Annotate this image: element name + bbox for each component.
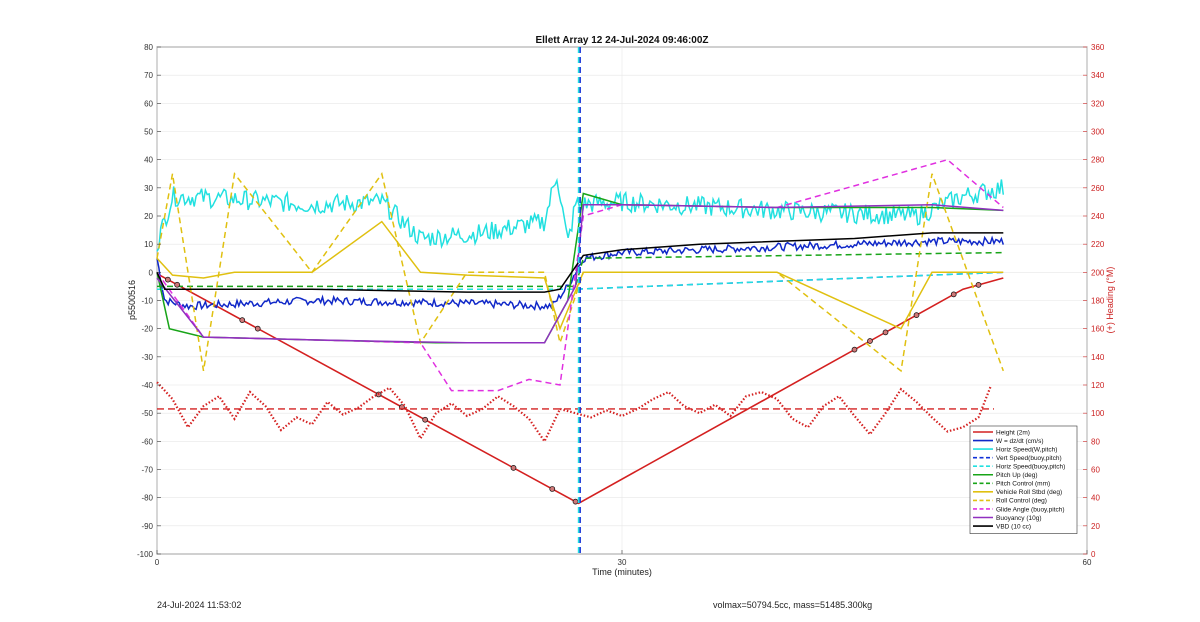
legend-item: Vehicle Roll Stbd (deg) bbox=[996, 489, 1062, 496]
legend-item: Vert Speed(buoy,pitch) bbox=[996, 455, 1062, 462]
y-tick-label: -60 bbox=[141, 437, 153, 446]
y-tick-label: 50 bbox=[144, 128, 153, 137]
height-marker bbox=[572, 498, 579, 505]
y-right-tick-label: 80 bbox=[1091, 437, 1100, 446]
y-tick-label: -20 bbox=[141, 325, 153, 334]
y-right-tick-label: 180 bbox=[1091, 297, 1105, 306]
y-tick-label: -40 bbox=[141, 381, 153, 390]
height-marker bbox=[165, 276, 171, 283]
series-line-4 bbox=[157, 271, 1004, 290]
height-marker bbox=[950, 291, 957, 298]
legend-item: Roll Control (deg) bbox=[996, 498, 1047, 505]
height-marker bbox=[254, 325, 261, 332]
y-tick-label: 30 bbox=[144, 184, 153, 193]
series-line-2 bbox=[156, 177, 1005, 252]
series-layer bbox=[156, 47, 1005, 554]
y-right-tick-label: 160 bbox=[1091, 325, 1105, 334]
height-marker bbox=[882, 329, 889, 336]
x-tick-label: 30 bbox=[618, 558, 627, 567]
y-tick-label: 0 bbox=[149, 268, 154, 277]
height-marker bbox=[549, 486, 556, 492]
y-tick-label: 10 bbox=[144, 240, 153, 249]
x-tick-label: 0 bbox=[155, 558, 160, 567]
x-axis-label: Time (minutes) bbox=[592, 567, 652, 577]
x-tick-label: 60 bbox=[1083, 558, 1092, 567]
height-marker bbox=[239, 317, 246, 324]
legend-box bbox=[969, 425, 1078, 534]
y-right-tick-label: 0 bbox=[1091, 550, 1096, 559]
y-right-tick-label: 300 bbox=[1091, 128, 1105, 137]
legend-item: W = dz/dt (cm/s) bbox=[996, 438, 1044, 445]
y-right-tick-label: 140 bbox=[1091, 353, 1105, 362]
y-right-tick-label: 320 bbox=[1091, 99, 1105, 108]
y-right-tick-label: 20 bbox=[1091, 522, 1100, 531]
legend-item: Horiz Speed(buoy,pitch) bbox=[996, 464, 1065, 471]
y-tick-label: -10 bbox=[141, 297, 153, 306]
y-tick-label: -100 bbox=[137, 550, 154, 559]
series-line-1 bbox=[156, 235, 1005, 311]
legend: Height (2m) W = dz/dt (cm/s)Horiz Speed(W… bbox=[969, 425, 1078, 534]
y-right-tick-label: 340 bbox=[1091, 71, 1105, 80]
y-tick-label: 20 bbox=[144, 212, 153, 221]
y-right-tick-label: 40 bbox=[1091, 494, 1100, 503]
legend-item: Glide Angle (buoy,pitch) bbox=[996, 506, 1065, 513]
y-right-tick-label: 60 bbox=[1091, 466, 1100, 475]
y-right-tick-label: 240 bbox=[1091, 212, 1105, 221]
legend-item: Buoyancy (10g) bbox=[996, 515, 1042, 522]
footer-mass-info: volmax=50794.5cc, mass=51485.300kg bbox=[713, 600, 872, 610]
legend-item: Height (2m) bbox=[996, 429, 1030, 436]
y-tick-label: -70 bbox=[141, 466, 153, 475]
y-tick-label: -80 bbox=[141, 494, 153, 503]
legend-item: Pitch Control (mm) bbox=[996, 481, 1050, 488]
y-right-tick-label: 100 bbox=[1091, 409, 1105, 418]
y-tick-label: 70 bbox=[144, 71, 153, 80]
y-tick-label: -50 bbox=[141, 409, 153, 418]
y-right-tick-label: 260 bbox=[1091, 184, 1105, 193]
height-marker bbox=[422, 416, 428, 423]
height-marker bbox=[174, 281, 180, 288]
y-tick-label: 40 bbox=[144, 156, 153, 165]
series-line-10 bbox=[156, 203, 1004, 344]
legend-item: Pitch Up (deg) bbox=[996, 472, 1038, 479]
height-marker bbox=[975, 282, 982, 288]
chart-title: Ellett Array 12 24-Jul-2024 09:46:00Z bbox=[535, 35, 708, 46]
y-right-tick-label: 220 bbox=[1091, 240, 1105, 249]
footer-timestamp: 24-Jul-2024 11:53:02 bbox=[157, 600, 241, 610]
y-right-tick-label: 120 bbox=[1091, 381, 1105, 390]
y-tick-label: -30 bbox=[141, 353, 153, 362]
legend-item: VBD (10 cc) bbox=[996, 523, 1031, 530]
y-right-tick-label: 360 bbox=[1091, 43, 1105, 52]
heading-line bbox=[156, 381, 992, 444]
y-right-tick-label: 200 bbox=[1091, 268, 1105, 277]
grid bbox=[156, 46, 1088, 555]
y-tick-label: 80 bbox=[144, 43, 153, 52]
series-line-0 bbox=[156, 272, 1004, 505]
series-line-8 bbox=[156, 171, 1005, 373]
legend-item: Horiz Speed(W,pitch) bbox=[996, 446, 1057, 453]
height-marker bbox=[867, 338, 873, 344]
y-axis-label: p5500516 bbox=[127, 280, 137, 320]
y-tick-label: -90 bbox=[141, 522, 153, 531]
series-line-11 bbox=[156, 232, 1004, 293]
y-tick-label: 60 bbox=[144, 99, 153, 108]
height-marker bbox=[510, 465, 517, 471]
y-axis-right-label: (+) Heading (°M) bbox=[1105, 267, 1115, 334]
height-marker bbox=[913, 312, 920, 318]
axes: -100-90-80-70-60-50-40-30-20-10010203040… bbox=[137, 43, 1105, 567]
y-right-tick-label: 280 bbox=[1091, 156, 1105, 165]
height-marker bbox=[851, 346, 858, 353]
